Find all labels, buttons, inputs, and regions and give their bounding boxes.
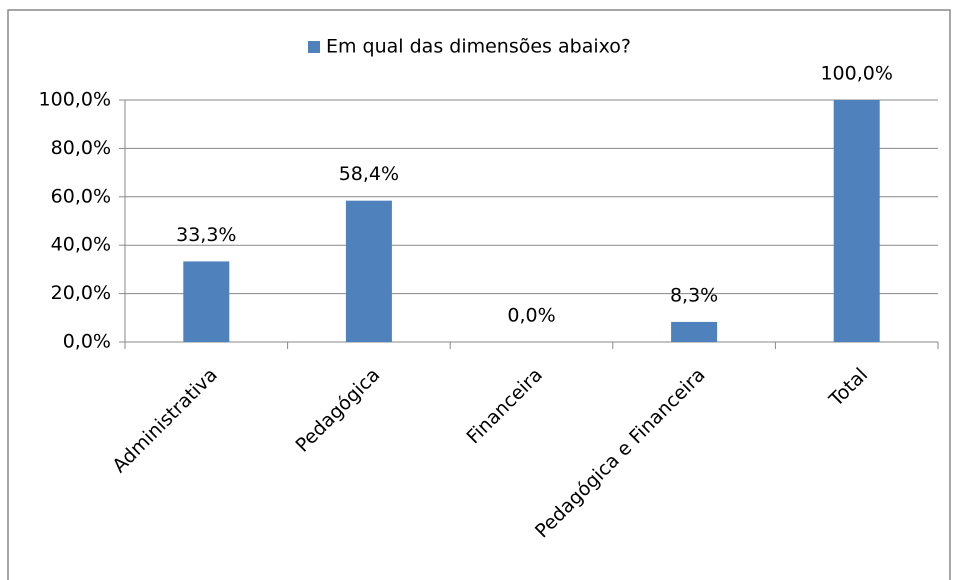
legend-swatch (308, 41, 320, 53)
y-tick-label: 100,0% (39, 89, 111, 111)
bar (833, 100, 880, 342)
y-tick-label: 0,0% (63, 331, 111, 353)
data-label: 0,0% (507, 305, 555, 327)
data-label: 58,4% (339, 163, 399, 185)
bar (345, 200, 392, 342)
y-tick-label: 40,0% (51, 234, 111, 256)
data-label: 8,3% (670, 284, 718, 306)
chart-frame (7, 9, 951, 580)
y-tick-label: 60,0% (51, 185, 111, 207)
data-label: 33,3% (176, 224, 236, 246)
data-label: 100,0% (820, 63, 892, 85)
y-tick-label: 80,0% (51, 137, 111, 159)
bar (671, 321, 718, 342)
y-tick-label: 20,0% (51, 282, 111, 304)
legend-label: Em qual das dimensões abaixo? (326, 36, 631, 58)
bar (183, 261, 230, 342)
